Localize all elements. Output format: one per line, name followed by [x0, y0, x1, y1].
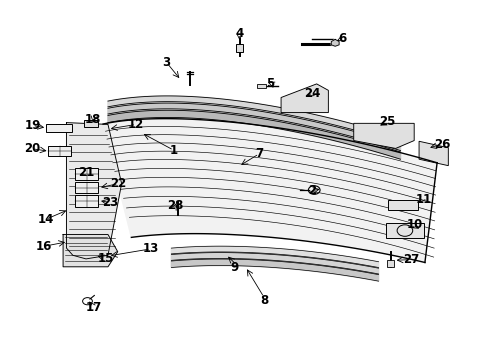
- Text: 3: 3: [162, 56, 170, 69]
- Text: 24: 24: [304, 87, 320, 100]
- Text: 2: 2: [307, 184, 315, 197]
- Bar: [236, 44, 243, 51]
- Bar: [75, 195, 98, 207]
- Text: 19: 19: [24, 119, 41, 132]
- Text: 22: 22: [110, 177, 126, 190]
- Polygon shape: [63, 234, 118, 267]
- Text: 28: 28: [167, 199, 183, 212]
- Text: 21: 21: [78, 166, 94, 179]
- Bar: [45, 124, 72, 132]
- Bar: [48, 145, 71, 156]
- Text: 23: 23: [102, 196, 118, 209]
- Text: 12: 12: [128, 118, 144, 131]
- Bar: [83, 120, 98, 127]
- Bar: [386, 260, 393, 267]
- Text: 14: 14: [37, 213, 54, 226]
- Polygon shape: [103, 119, 436, 262]
- Polygon shape: [66, 123, 122, 259]
- Text: 16: 16: [35, 240, 52, 253]
- Text: 15: 15: [97, 252, 114, 265]
- Text: 11: 11: [415, 193, 431, 206]
- Polygon shape: [108, 103, 400, 150]
- Text: 1: 1: [169, 144, 178, 157]
- Text: 4: 4: [235, 27, 243, 40]
- Text: 5: 5: [265, 77, 273, 90]
- Polygon shape: [171, 259, 378, 281]
- Polygon shape: [418, 141, 447, 166]
- Polygon shape: [353, 123, 413, 148]
- Text: 8: 8: [259, 294, 267, 307]
- Polygon shape: [108, 96, 400, 143]
- Polygon shape: [281, 84, 328, 113]
- Text: 10: 10: [406, 218, 423, 231]
- Bar: [257, 84, 265, 88]
- Text: 27: 27: [402, 253, 419, 266]
- Polygon shape: [108, 110, 400, 159]
- Polygon shape: [171, 253, 378, 274]
- Text: 9: 9: [230, 261, 238, 274]
- Text: 13: 13: [142, 242, 159, 255]
- Text: 25: 25: [378, 116, 394, 129]
- Bar: [75, 182, 98, 193]
- Text: 7: 7: [255, 147, 263, 160]
- Text: 26: 26: [433, 138, 449, 150]
- Polygon shape: [330, 40, 338, 46]
- Bar: [387, 200, 417, 211]
- Polygon shape: [171, 246, 378, 267]
- Text: 6: 6: [337, 32, 346, 45]
- Text: 18: 18: [85, 113, 102, 126]
- Text: 17: 17: [85, 301, 101, 314]
- Bar: [385, 223, 423, 238]
- Text: 20: 20: [24, 142, 41, 155]
- Bar: [75, 168, 98, 180]
